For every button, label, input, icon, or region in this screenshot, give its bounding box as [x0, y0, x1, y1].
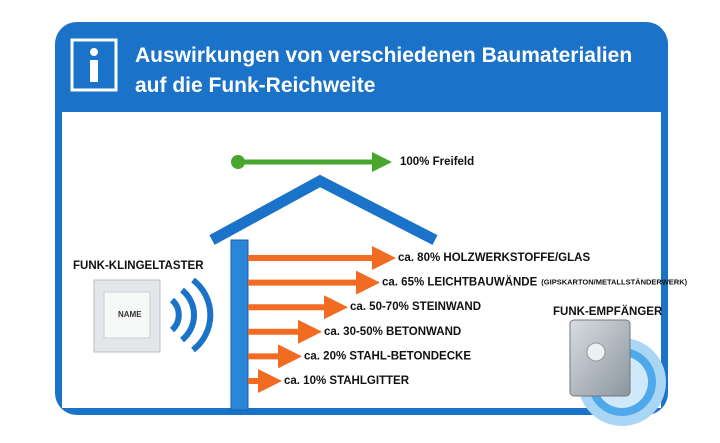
info-icon-bar: [90, 60, 98, 82]
material-label: ca. 50-70% STEINWAND: [350, 301, 481, 313]
roof: [209, 174, 438, 245]
material-label: ca. 30-50% BETONWAND: [324, 326, 461, 338]
free-field-label: 100% Freifeld: [400, 156, 474, 168]
material-label: ca. 10% STAHLGITTER: [284, 375, 410, 387]
material-note: (GIPSKARTON/METALLSTÄNDERWERK): [541, 278, 687, 287]
free-field-dot: [231, 155, 245, 169]
title-line: auf die Funk-Reichweite: [135, 74, 375, 97]
button-face: [103, 291, 151, 339]
button-text: NAME: [118, 310, 142, 319]
receiver-title: FUNK-EMPFÄNGER: [553, 305, 663, 318]
material-label: ca. 65% LEICHTBAUWÄNDE: [382, 276, 538, 289]
radio-waves: [169, 277, 214, 353]
transmitter-title: FUNK-KLINGELTASTER: [73, 260, 204, 272]
material-label: ca. 80% HOLZWERKSTOFFE/GLAS: [398, 252, 590, 264]
info-icon: [70, 38, 118, 92]
receiver-button: [586, 342, 606, 362]
material-label: ca. 20% STAHL-BETONDECKE: [304, 350, 471, 362]
info-icon-dot: [90, 48, 98, 56]
wall: [230, 239, 249, 411]
title-line: Auswirkungen von verschiedenen Baumateri…: [135, 44, 632, 67]
